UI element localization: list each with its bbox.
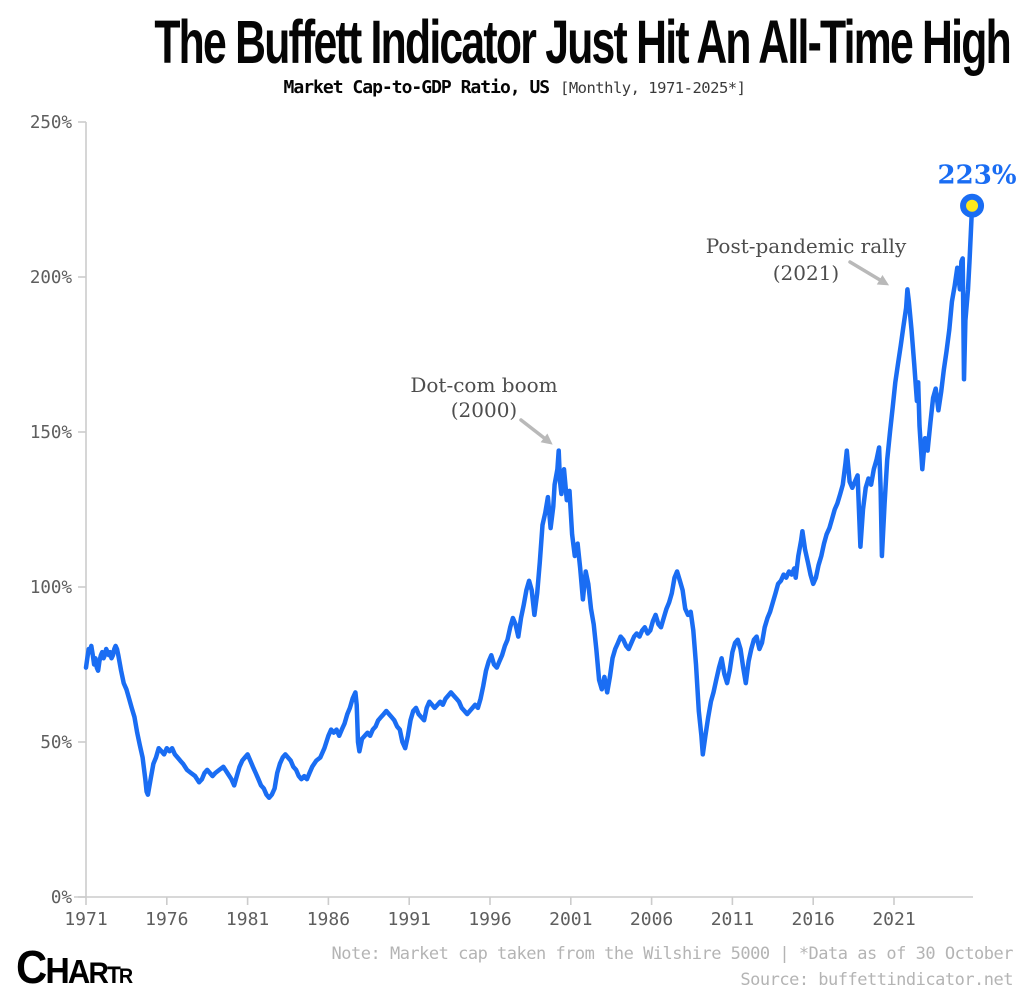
latest-value-label: 223% <box>938 161 1017 191</box>
x-tick-label: 2011 <box>711 909 754 930</box>
annotation-text: Post-pandemic rally <box>706 234 907 258</box>
chart-subtitle: Market Cap-to-GDP Ratio, US [Monthly, 19… <box>0 77 1029 98</box>
subtitle-qualifier: [Monthly, 1971-2025*] <box>559 79 746 97</box>
latest-value-marker <box>960 193 985 218</box>
y-tick-label: 100% <box>30 578 73 598</box>
logo-letter: R <box>88 957 108 990</box>
footer-source: Source: buffettindicator.net <box>740 970 1013 990</box>
annotation-arrowhead <box>540 433 553 445</box>
logo-letter: C <box>16 941 47 993</box>
x-tick-label: 1981 <box>226 909 269 930</box>
chartr-logo: C H A R T R <box>16 941 133 993</box>
logo-letter: H <box>45 950 69 991</box>
annotation-arrowhead <box>876 275 890 286</box>
annotation-text: Dot-com boom <box>410 373 557 397</box>
x-tick-label: 1991 <box>388 909 431 930</box>
y-tick-label: 150% <box>30 423 73 443</box>
y-tick-label: 250% <box>30 113 73 133</box>
x-tick-label: 2021 <box>872 909 915 930</box>
x-tick-label: 1971 <box>64 909 107 930</box>
logo-letter: A <box>67 953 90 990</box>
x-tick-label: 2001 <box>549 909 592 930</box>
footer-notes: Note: Market cap taken from the Wilshire… <box>331 941 1014 993</box>
x-tick-label: 1996 <box>468 909 511 930</box>
indicator-series-line <box>83 203 975 801</box>
annotation-arrow <box>519 418 546 440</box>
y-tick-label: 200% <box>30 268 73 288</box>
logo-letter: T <box>106 962 121 989</box>
x-tick-label: 2016 <box>792 909 835 930</box>
page-title: The Buffett Indicator Just Hit An All-Ti… <box>154 8 1011 76</box>
footer-note: Note: Market cap taken from the Wilshire… <box>331 944 1014 964</box>
x-tick-label: 1976 <box>145 909 188 930</box>
x-tick-label: 1986 <box>307 909 350 930</box>
annotation-arrow <box>848 260 882 282</box>
y-tick-label: 0% <box>51 888 73 908</box>
x-tick-label: 2006 <box>630 909 673 930</box>
annotation-text: (2021) <box>773 261 840 285</box>
annotation-text: (2000) <box>451 398 518 422</box>
logo-letter: R <box>118 965 133 988</box>
y-tick-label: 50% <box>40 733 72 753</box>
subtitle-main: Market Cap-to-GDP Ratio, US <box>283 77 551 98</box>
